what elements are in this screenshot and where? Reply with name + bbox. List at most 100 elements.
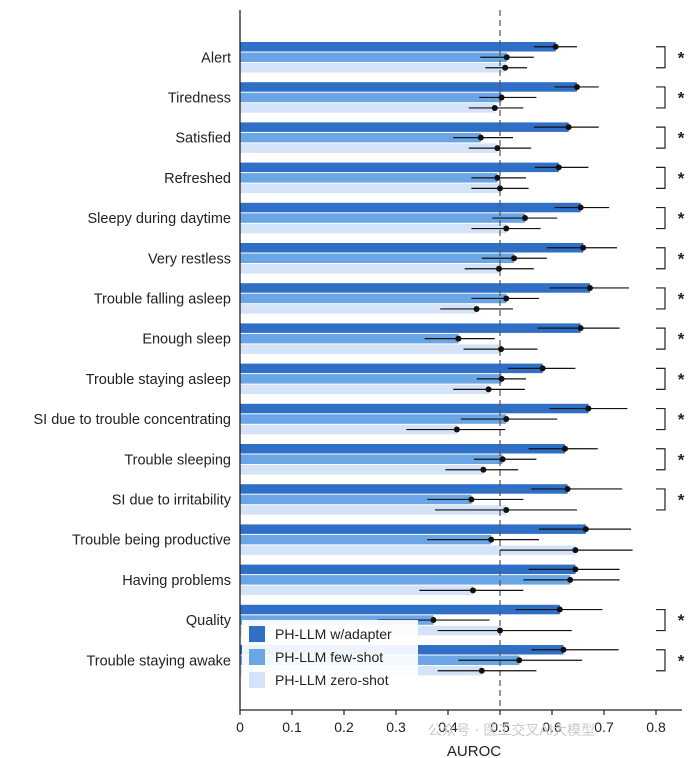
bar — [240, 534, 492, 545]
bar — [240, 202, 581, 213]
bar — [240, 494, 472, 505]
x-tick-label: 0.8 — [646, 719, 666, 735]
category-label: Having problems — [122, 573, 231, 589]
mean-point — [455, 335, 462, 342]
bar — [240, 564, 576, 575]
bar — [240, 505, 507, 515]
bar — [240, 585, 473, 596]
bar — [240, 213, 525, 223]
x-tick-label: 0 — [236, 719, 244, 735]
mean-point — [503, 54, 510, 61]
legend-swatch — [249, 626, 265, 642]
bar — [240, 293, 507, 304]
mean-point — [572, 566, 579, 573]
mean-point — [469, 587, 476, 594]
bar — [240, 122, 569, 132]
bar — [240, 465, 484, 475]
x-tick-label: 0.5 — [490, 719, 510, 735]
mean-point — [453, 426, 460, 433]
x-tick-label: 0.2 — [334, 719, 354, 735]
mean-point — [491, 104, 498, 111]
category-label: Satisfied — [175, 131, 231, 147]
significance-bracket — [656, 327, 666, 350]
mean-point — [516, 657, 523, 664]
significance-bracket — [656, 608, 666, 632]
mean-point — [498, 346, 505, 353]
category-label: Trouble being productive — [72, 533, 231, 549]
mean-point — [503, 506, 510, 513]
significance-bracket — [656, 407, 666, 431]
mean-point — [577, 204, 584, 211]
mean-point — [494, 145, 501, 152]
legend-label: PH-LLM zero-shot — [275, 672, 389, 688]
category-label: Trouble sleeping — [124, 452, 231, 468]
error-bars-layer — [377, 43, 633, 674]
bar — [240, 173, 498, 183]
category-label: Quality — [186, 613, 232, 629]
category-label: Tiredness — [168, 90, 231, 106]
mean-point — [497, 627, 503, 634]
mean-point — [585, 405, 592, 412]
mean-point — [573, 83, 580, 90]
bar — [240, 42, 556, 52]
significance-markers: * * * * * * * * * * * * * * — [656, 46, 685, 672]
category-label: Enough sleep — [142, 332, 231, 348]
mean-point — [572, 547, 579, 554]
x-tick-label: 0.1 — [282, 719, 302, 735]
mean-point — [539, 365, 546, 372]
legend-label: PH-LLM few-shot — [275, 649, 383, 665]
bar — [240, 63, 506, 73]
bar — [240, 363, 543, 374]
category-label: Very restless — [148, 251, 231, 267]
x-tick-label: 0.6 — [542, 719, 562, 735]
mean-point — [502, 64, 509, 71]
bar — [240, 264, 499, 274]
significance-star: * — [678, 490, 685, 509]
x-tick-label: 0.7 — [594, 719, 614, 735]
mean-point — [485, 386, 492, 393]
significance-bracket — [656, 206, 666, 230]
bar — [240, 304, 477, 314]
mean-point — [556, 606, 563, 613]
bar — [240, 143, 498, 153]
significance-bracket — [656, 448, 666, 471]
mean-point — [480, 466, 487, 473]
watermark-text: 公众号 · 医工交叉AI大模型 — [428, 722, 595, 739]
mean-point — [511, 255, 518, 262]
significance-star: * — [678, 410, 685, 429]
bar — [240, 283, 590, 293]
bar — [240, 424, 457, 435]
x-tick-label: 0.4 — [438, 719, 458, 735]
x-tick-label: 0.3 — [386, 719, 406, 735]
mean-point — [503, 225, 510, 232]
bar — [240, 103, 495, 113]
bar — [240, 604, 560, 615]
significance-bracket — [656, 649, 666, 672]
bar — [240, 524, 586, 534]
mean-point — [565, 124, 572, 131]
mean-point — [494, 174, 501, 181]
category-label: Trouble staying asleep — [86, 372, 231, 388]
legend-swatch — [249, 672, 265, 688]
mean-point — [497, 185, 503, 192]
mean-point — [577, 325, 584, 332]
significance-star: * — [678, 169, 685, 188]
significance-star: * — [678, 289, 685, 308]
bar — [240, 323, 581, 333]
mean-point — [430, 617, 437, 624]
significance-bracket — [656, 488, 666, 511]
bar — [240, 333, 459, 344]
bar — [240, 575, 571, 585]
bar — [240, 82, 577, 92]
bar — [240, 444, 565, 454]
bar — [240, 484, 568, 494]
significance-star: * — [678, 88, 685, 107]
bar — [240, 384, 489, 395]
significance-star: * — [678, 129, 685, 148]
bar — [240, 243, 584, 253]
significance-star: * — [678, 651, 685, 670]
significance-bracket — [656, 46, 666, 69]
mean-point — [552, 43, 559, 50]
bar — [240, 183, 500, 194]
